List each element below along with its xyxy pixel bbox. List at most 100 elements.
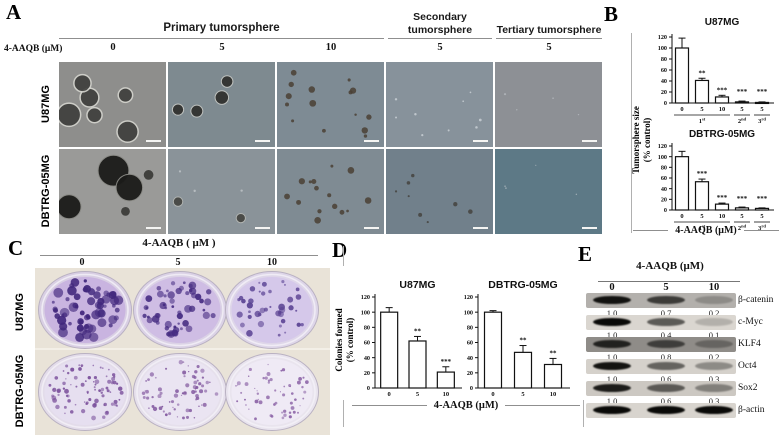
blot-quant: 1.0: [606, 330, 618, 340]
y-tick-label: 120: [361, 294, 370, 301]
header-tertiary-tumorsphere: Tertiary tumorsphere: [496, 2, 602, 39]
blot-quant: 0.3: [708, 396, 720, 406]
bar: [714, 96, 730, 104]
b-x-axis-label: 4-AAQB (μM): [675, 225, 737, 236]
scale-bar: [473, 140, 488, 142]
bar: [436, 371, 455, 389]
b-x-label-left-line: [633, 230, 669, 231]
blot-quant: 0.6: [660, 396, 672, 406]
a-dose-secondary-5: 5: [437, 42, 443, 53]
blot-band: [593, 318, 631, 326]
y-tick-label: 80: [661, 56, 667, 63]
a-dose-tertiary-5: 5: [546, 42, 552, 53]
x-tick-label: 10: [719, 106, 726, 113]
blot-band: [593, 340, 631, 348]
bar: [674, 47, 690, 104]
x-tick-label: 5: [760, 106, 764, 113]
micrograph-a-r0-c2: [277, 62, 384, 147]
blot-band: [593, 296, 631, 304]
a-dose-0: 0: [110, 42, 116, 53]
bar: [408, 340, 427, 389]
x-tick-label: 10: [550, 391, 557, 398]
bar: [714, 203, 730, 211]
a-dose-10: 10: [325, 42, 337, 53]
micrograph-a-r1-c1: [168, 149, 275, 234]
x-tick-label: 5: [760, 213, 764, 220]
blot-band: [647, 318, 685, 326]
y-tick-label: 100: [361, 309, 370, 316]
significance-stars: ***: [757, 195, 768, 203]
tumorsphere-size-chart-u87mg: U87MG 0 20 40 60 80 100 120 0 ** 5 *** 10 *** 5 *** 5 1st…: [658, 17, 774, 125]
micrograph-image: [394, 91, 482, 137]
y-tick-label: 0: [470, 385, 473, 392]
panel-d-letter: D: [332, 238, 348, 262]
chart-title: DBTRG-05MG: [488, 279, 557, 291]
bar: [754, 101, 770, 105]
tumorsphere-size-chart-dbtrg: DBTRG-05MG 0 20 40 60 80 100 120 0 *** 5 *** 10 *** 5 *…: [658, 129, 774, 233]
passage-group-label: 3rd: [758, 117, 766, 125]
e-dose-10: 10: [708, 282, 720, 293]
d-x-axis-label-row: 4-AAQB (μM): [352, 400, 581, 411]
scale-bar: [255, 227, 270, 229]
blot-strip-3: [586, 359, 736, 374]
blot-quant: 0.2: [708, 308, 720, 318]
blot-quant: 0.6: [660, 374, 672, 384]
colony-plate-r1-c2: [225, 353, 319, 431]
significance-stars: ***: [697, 170, 708, 178]
chart-title: U87MG: [705, 17, 740, 28]
header-secondary-tumorsphere: Secondary tumorsphere: [388, 2, 492, 39]
bar: [734, 101, 750, 104]
y-tick-label: 20: [661, 89, 667, 96]
blot-quant: 0.7: [660, 308, 672, 318]
c-dose-0: 0: [79, 257, 85, 268]
blot-quant: 1.0: [606, 308, 618, 318]
micrograph-image: [172, 170, 246, 224]
y-tick-label: 100: [658, 154, 667, 161]
blot-band: [647, 384, 685, 392]
significance-stars: **: [414, 327, 422, 335]
blot-band: [647, 406, 685, 414]
significance-stars: **: [520, 337, 528, 345]
y-tick-label: 80: [661, 165, 667, 172]
significance-stars: ***: [737, 88, 748, 96]
header-primary-text: Primary tumorsphere: [163, 22, 280, 35]
micrograph-image: [503, 93, 580, 116]
significance-stars: ***: [737, 195, 748, 203]
blot-quant: 1.0: [606, 396, 618, 406]
significance-stars: **: [699, 69, 707, 77]
x-tick-label: 0: [491, 391, 494, 398]
blot-quant: 1.0: [606, 352, 618, 362]
c-header-underline: [40, 255, 318, 256]
y-tick-label: 60: [661, 67, 667, 74]
d-artifact-line-top: [343, 246, 344, 266]
micrograph-a-r1-c4: [495, 149, 602, 234]
y-tick-label: 120: [464, 294, 473, 301]
b-x-label-right-line: [743, 230, 779, 231]
bar: [380, 311, 399, 389]
micrograph-image: [59, 154, 154, 220]
bar: [694, 79, 710, 104]
b-x-axis-label-row: 4-AAQB (μM): [633, 225, 779, 236]
bar: [513, 351, 533, 389]
blot-protein-label-1: c-Myc: [738, 317, 763, 327]
colony-plate-r0-c2: [225, 271, 319, 349]
scale-bar: [146, 227, 161, 229]
blot-strip-4: [586, 381, 736, 396]
blot-band: [647, 340, 685, 348]
x-tick-label: 5: [740, 106, 744, 113]
e-dose-0: 0: [609, 282, 615, 293]
micrograph-grid: [59, 62, 602, 234]
y-tick-label: 100: [658, 45, 667, 52]
micrograph-image: [59, 73, 139, 143]
y-tick-label: 120: [658, 34, 667, 41]
significance-stars: ***: [441, 358, 452, 366]
x-tick-label: 5: [416, 391, 420, 398]
c-dose-5: 5: [175, 257, 181, 268]
blot-quant: 0.4: [660, 330, 672, 340]
passage-group-label: 2nd: [738, 224, 747, 233]
blot-band: [647, 296, 685, 304]
scale-bar: [582, 140, 597, 142]
d-artifact-line-right: [583, 400, 584, 427]
x-tick-label: 10: [719, 213, 726, 220]
